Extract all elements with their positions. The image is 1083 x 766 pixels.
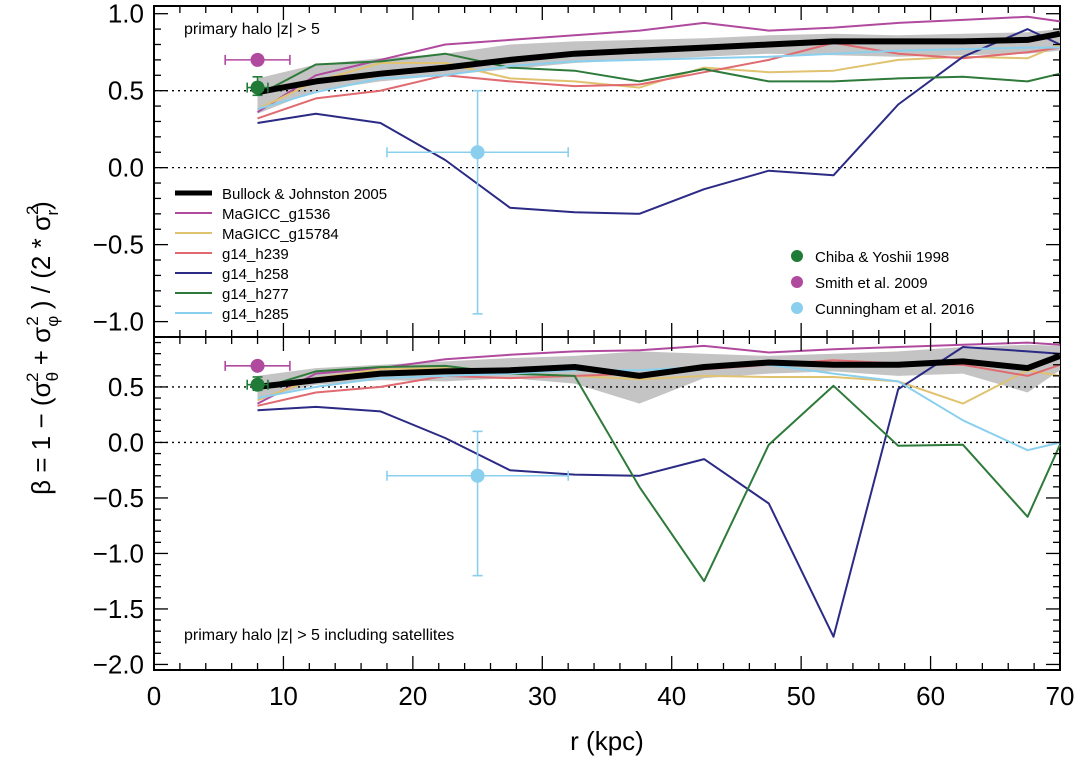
top-panel-series-layer <box>256 15 1061 215</box>
bottom-panel-obs-point-0 <box>250 377 265 392</box>
x-tick-labels: 0 10 20 30 40 50 60 70 <box>147 681 1075 711</box>
top-panel-series-line-4 <box>257 28 1061 215</box>
bottom-panel-ytick-label-4: −1.5 <box>93 594 144 624</box>
y-axis-title: β = 1 − (σθ2 + σφ2 ) / (2 * σ2r) <box>23 201 62 495</box>
legend-point-marker-1 <box>791 276 803 288</box>
y-axis-title-sub-a: θ <box>43 372 62 381</box>
bottom-panel-series-line-5 <box>257 364 1061 583</box>
legend-line-label-6: g14_h285 <box>222 306 289 323</box>
y-axis-title-sub-b: φ <box>43 316 62 327</box>
top-panel-band-layer <box>257 29 1060 114</box>
bottom-panel-series-line-2 <box>257 367 1061 405</box>
bottom-panel-series-line-0 <box>257 353 1062 390</box>
y-axis-title-sup-b: 2 <box>23 316 42 325</box>
x-tick-label-7: 70 <box>1046 681 1075 711</box>
legend-lines: Bullock & Johnston 2005 MaGICC_g1536 MaG… <box>175 186 387 323</box>
top-panel-series-line-1 <box>256 15 1061 114</box>
top-panel-obs-point-1 <box>250 52 265 67</box>
y-axis-title-sup-a: 2 <box>23 372 42 381</box>
top-panel-series-line-0 <box>256 30 1061 96</box>
y-axis-title-sub-c: r <box>43 210 62 216</box>
y-axis-title-part-c: ) / (2 * σ <box>26 215 56 316</box>
bottom-panel-obs-point-2 <box>470 468 485 483</box>
y-axis-title-part-a: β = 1 − (σ <box>26 381 56 494</box>
legend-point-label-0: Chiba & Yoshii 1998 <box>815 249 949 266</box>
top-panel: 1.0 0.5 0.0 −0.5 −1.0 primary halo |z| > 5 <box>93 0 1061 338</box>
x-tick-label-3: 30 <box>528 681 557 711</box>
legend-point-label-1: Smith et al. 2009 <box>815 275 928 292</box>
x-tick-label-4: 40 <box>657 681 686 711</box>
top-panel-series-line-3 <box>257 41 1061 120</box>
x-tick-label-1: 10 <box>269 681 298 711</box>
bottom-panel-reference-lines <box>154 386 1060 444</box>
legend-line-label-3: g14_h239 <box>222 246 289 263</box>
legend-line-label-0: Bullock & Johnston 2005 <box>222 186 387 203</box>
bottom-panel-series-line-4 <box>257 346 1061 638</box>
top-panel-ytick-label-1: 0.5 <box>108 76 144 106</box>
bottom-panel-obs-point-1 <box>250 358 265 373</box>
bottom-panel-ytick-label-3: −1.0 <box>93 538 144 568</box>
bottom-panel-ticks: 0.5 0.0 −0.5 −1.0 −1.5 −2.0 <box>93 337 1060 679</box>
x-tick-label-2: 20 <box>398 681 427 711</box>
legend-line-label-1: MaGICC_g1536 <box>222 206 330 223</box>
top-panel-ytick-label-2: 0.0 <box>108 153 144 183</box>
bottom-panel-annotation: primary halo |z| > 5 including satellite… <box>184 627 454 644</box>
legend-point-marker-2 <box>791 302 803 314</box>
top-panel-observations-layer <box>224 52 569 315</box>
top-panel-ticks: 1.0 0.5 0.0 −0.5 −1.0 <box>93 0 1060 337</box>
legend-line-label-4: g14_h258 <box>222 266 289 283</box>
y-axis-title-part-b: + σ <box>26 327 56 373</box>
bottom-panel-ytick-label-1: 0.0 <box>108 427 144 457</box>
top-panel-ytick-label-4: −1.0 <box>93 307 144 337</box>
top-panel-obs-point-0 <box>250 80 265 95</box>
x-axis-title: r (kpc) <box>570 726 644 756</box>
bottom-panel-frame <box>153 336 1061 671</box>
bottom-panel-observations-layer <box>224 358 569 577</box>
x-tick-label-6: 60 <box>916 681 945 711</box>
bottom-panel-ytick-label-0: 0.5 <box>108 372 144 402</box>
bottom-panel: 0.5 0.0 −0.5 −1.0 −1.5 −2.0 primary halo |z| … <box>93 336 1062 679</box>
legend-point-marker-0 <box>791 250 803 262</box>
legend-points: Chiba & Yoshii 1998 Smith et al. 2009 Cu… <box>791 249 974 318</box>
top-panel-series-line-6 <box>257 46 1060 111</box>
x-tick-label-0: 0 <box>147 681 161 711</box>
top-panel-ytick-label-3: −0.5 <box>93 230 144 260</box>
x-tick-label-5: 50 <box>787 681 816 711</box>
legend-line-label-2: MaGICC_g15784 <box>222 226 339 243</box>
top-panel-reference-lines <box>154 90 1060 169</box>
top-panel-obs-point-2 <box>470 145 485 160</box>
top-panel-ytick-label-0: 1.0 <box>108 0 144 29</box>
top-panel-bullock-band <box>257 29 1060 114</box>
legend-line-label-5: g14_h277 <box>222 286 289 303</box>
y-axis-title-sup-c: 2 <box>23 206 42 215</box>
bottom-panel-ytick-label-2: −0.5 <box>93 483 144 513</box>
legend-point-label-2: Cunningham et al. 2016 <box>815 301 974 318</box>
y-axis-title-part-d: ) <box>26 201 56 210</box>
top-panel-annotation: primary halo |z| > 5 <box>184 21 320 38</box>
top-panel-series-line-5 <box>257 52 1061 97</box>
bottom-panel-ytick-label-5: −2.0 <box>93 649 144 679</box>
bottom-panel-series-layer <box>257 341 1062 638</box>
